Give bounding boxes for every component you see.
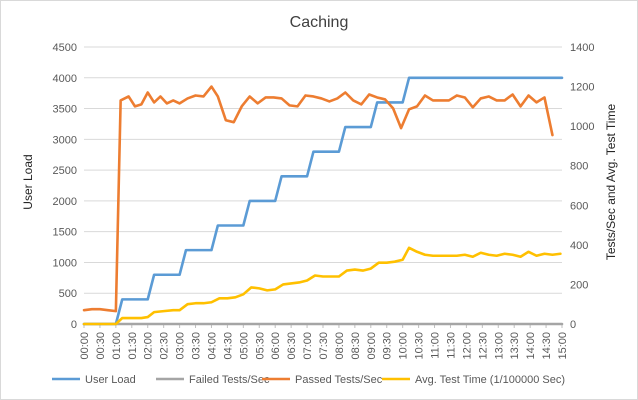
x-tick-label: 14:30 xyxy=(541,332,553,360)
gridlines xyxy=(84,46,562,294)
x-tick-label: 02:30 xyxy=(159,332,171,360)
y2-tick-label: 800 xyxy=(570,161,588,173)
y-tick-label: 3000 xyxy=(53,134,77,146)
x-tick-label: 05:30 xyxy=(254,332,266,360)
x-tick-label: 04:00 xyxy=(206,332,218,360)
legend-entry-failed-tests-sec: Failed Tests/Sec xyxy=(189,374,270,386)
x-tick-label: 09:30 xyxy=(382,332,394,360)
legend-entry-passed-tests-sec: Passed Tests/Sec xyxy=(295,374,383,386)
x-tick-label: 15:00 xyxy=(557,332,569,360)
y2-tick-label: 0 xyxy=(570,319,576,331)
y2-tick-label: 200 xyxy=(570,279,588,291)
y-tick-label: 1000 xyxy=(53,257,77,269)
series-line-avg-test-time-1-100000-sec xyxy=(82,246,562,326)
x-tick-label: 02:00 xyxy=(143,332,155,360)
y-tick-label: 2500 xyxy=(53,165,77,177)
y-tick-label: 4000 xyxy=(53,73,77,85)
x-tick-label: 03:00 xyxy=(175,332,187,360)
y-tick-label: 1500 xyxy=(53,227,77,239)
x-tick-label: 12:30 xyxy=(477,332,489,360)
x-tick-label: 13:30 xyxy=(509,332,521,360)
x-tick-label: 00:00 xyxy=(79,332,91,360)
y2-tick-label: 1200 xyxy=(570,82,594,94)
x-tick-label: 13:00 xyxy=(493,332,505,360)
x-tick-label: 07:00 xyxy=(302,332,314,360)
series-lines xyxy=(82,76,564,326)
x-tick-label: 03:30 xyxy=(191,332,203,360)
x-tick-label: 14:00 xyxy=(525,332,537,360)
x-tick-label: 10:30 xyxy=(414,332,426,360)
series-line-user-load xyxy=(82,76,564,326)
chart-title: Caching xyxy=(290,14,349,31)
series-line-passed-tests-sec xyxy=(82,85,554,313)
y2-tick-label: 600 xyxy=(570,200,588,212)
x-tick-label: 09:00 xyxy=(366,332,378,360)
x-tick-label: 10:00 xyxy=(398,332,410,360)
legend: User Load Failed Tests/Sec Passed Tests/Se… xyxy=(52,374,565,386)
y2-tick-label: 400 xyxy=(570,240,588,252)
y-tick-label: 3500 xyxy=(53,104,77,116)
y-tick-label: 4500 xyxy=(53,42,77,54)
x-tick-label: 04:30 xyxy=(222,332,234,360)
y2-tick-label: 1000 xyxy=(570,121,594,133)
x-tick-label: 06:30 xyxy=(286,332,298,360)
y-tick-label: 500 xyxy=(59,288,77,300)
legend-entry-avg-test-time-1-100000-sec: Avg. Test Time (1/100000 Sec) xyxy=(415,374,565,386)
x-tick-label: 11:30 xyxy=(445,332,457,359)
x-tick-label: 07:30 xyxy=(318,332,330,360)
x-tick-label: 00:30 xyxy=(95,332,107,360)
x-tick-label: 08:30 xyxy=(350,332,362,360)
y2-axis-title: Tests/Sec and Avg. Test Time xyxy=(604,104,618,261)
x-tick-label: 05:00 xyxy=(238,332,250,360)
x-tick-label: 06:00 xyxy=(270,332,282,360)
y-axis-title: User Load xyxy=(21,154,35,209)
legend-entry-user-load: User Load xyxy=(85,374,136,386)
y-tick-label: 0 xyxy=(71,319,77,331)
x-tick-label: 12:00 xyxy=(461,332,473,360)
x-tick-label: 01:00 xyxy=(111,332,123,360)
x-tick-label: 08:00 xyxy=(334,332,346,360)
y2-tick-label: 1400 xyxy=(570,42,594,54)
x-tick-label: 01:30 xyxy=(127,332,139,360)
y-tick-label: 2000 xyxy=(53,196,77,208)
x-tick-label: 11:00 xyxy=(430,332,442,359)
